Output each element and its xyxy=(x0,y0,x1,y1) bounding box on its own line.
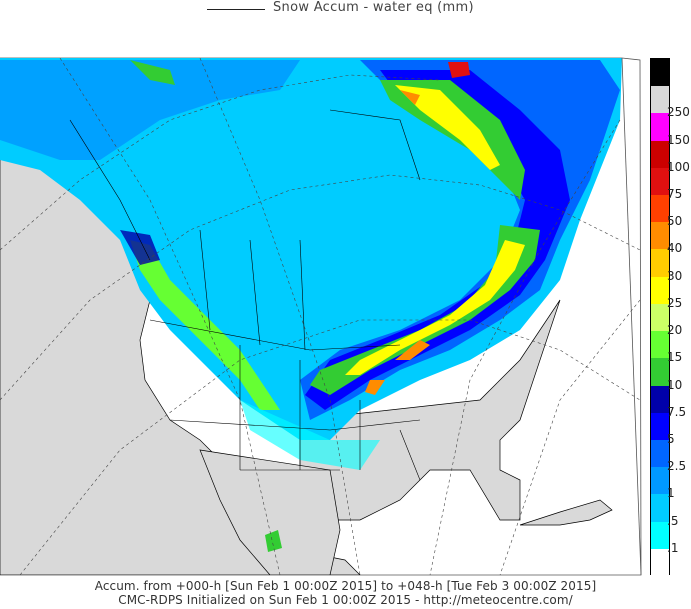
graticule xyxy=(0,58,641,575)
legend-swatch xyxy=(651,195,669,223)
precip-yellow-core xyxy=(345,85,525,375)
legend-label: 25 xyxy=(667,295,683,310)
legend-label: .5 xyxy=(667,513,679,528)
legend-label: 20 xyxy=(667,323,683,338)
legend-swatch xyxy=(651,140,669,169)
precip-mexico-spot xyxy=(265,530,282,552)
color-scale-legend xyxy=(650,58,670,577)
legend-label: 75 xyxy=(667,187,683,202)
legend-label: 1 xyxy=(667,486,675,501)
legend-swatch xyxy=(651,331,669,359)
legend-label: 7.5 xyxy=(667,404,687,419)
legend-label: 250 xyxy=(667,105,690,120)
legend-swatch xyxy=(651,59,669,87)
legend-swatch xyxy=(651,412,669,441)
legend-label: 100 xyxy=(667,159,690,174)
precip-pacific-dark xyxy=(120,230,160,265)
precip-cyan-plains xyxy=(240,400,380,470)
footer-accum-range: Accum. from +000-h [Sun Feb 1 00:00Z 201… xyxy=(94,579,597,593)
precip-cyan-canada xyxy=(0,58,622,440)
precip-light-blue xyxy=(0,60,300,160)
legend-swatch xyxy=(651,276,669,305)
legend-line-swatch xyxy=(207,9,265,10)
legend-label: 150 xyxy=(667,132,690,147)
legend-swatch xyxy=(651,439,669,468)
land-usa-east xyxy=(299,299,561,521)
legend-swatch xyxy=(651,86,669,114)
legend-swatch xyxy=(651,303,669,332)
legend-label: .1 xyxy=(667,540,679,555)
legend-swatch xyxy=(651,385,669,414)
land-cuba xyxy=(519,499,613,526)
legend-swatch xyxy=(651,358,669,387)
legend-label: 2.5 xyxy=(667,459,687,474)
map-title-bar: Snow Accum - water eq (mm) xyxy=(0,0,691,18)
precip-pacific-green xyxy=(130,240,280,410)
legend-swatch xyxy=(651,548,669,577)
political-borders xyxy=(69,109,421,481)
legend-label: 15 xyxy=(667,350,683,365)
precip-arctic-green xyxy=(130,60,175,85)
legend-label: 40 xyxy=(667,241,683,256)
legend-swatch xyxy=(651,494,669,523)
map-title: Snow Accum - water eq (mm) xyxy=(273,0,474,15)
land-mexico xyxy=(199,449,341,575)
legend-swatch xyxy=(651,222,669,250)
legend-label: 50 xyxy=(667,214,683,229)
legend-swatch xyxy=(651,113,669,142)
legend-swatch xyxy=(651,521,669,550)
legend-swatch xyxy=(651,467,669,495)
legend-label: 30 xyxy=(667,268,683,283)
footer-model-info: CMC-RDPS Initialized on Sun Feb 1 00:00Z… xyxy=(118,593,573,607)
legend-swatch xyxy=(651,249,669,278)
legend-label: 5 xyxy=(667,431,675,446)
legend-label: 10 xyxy=(667,377,683,392)
precip-red-spot xyxy=(448,62,470,78)
legend-swatch xyxy=(651,167,669,196)
